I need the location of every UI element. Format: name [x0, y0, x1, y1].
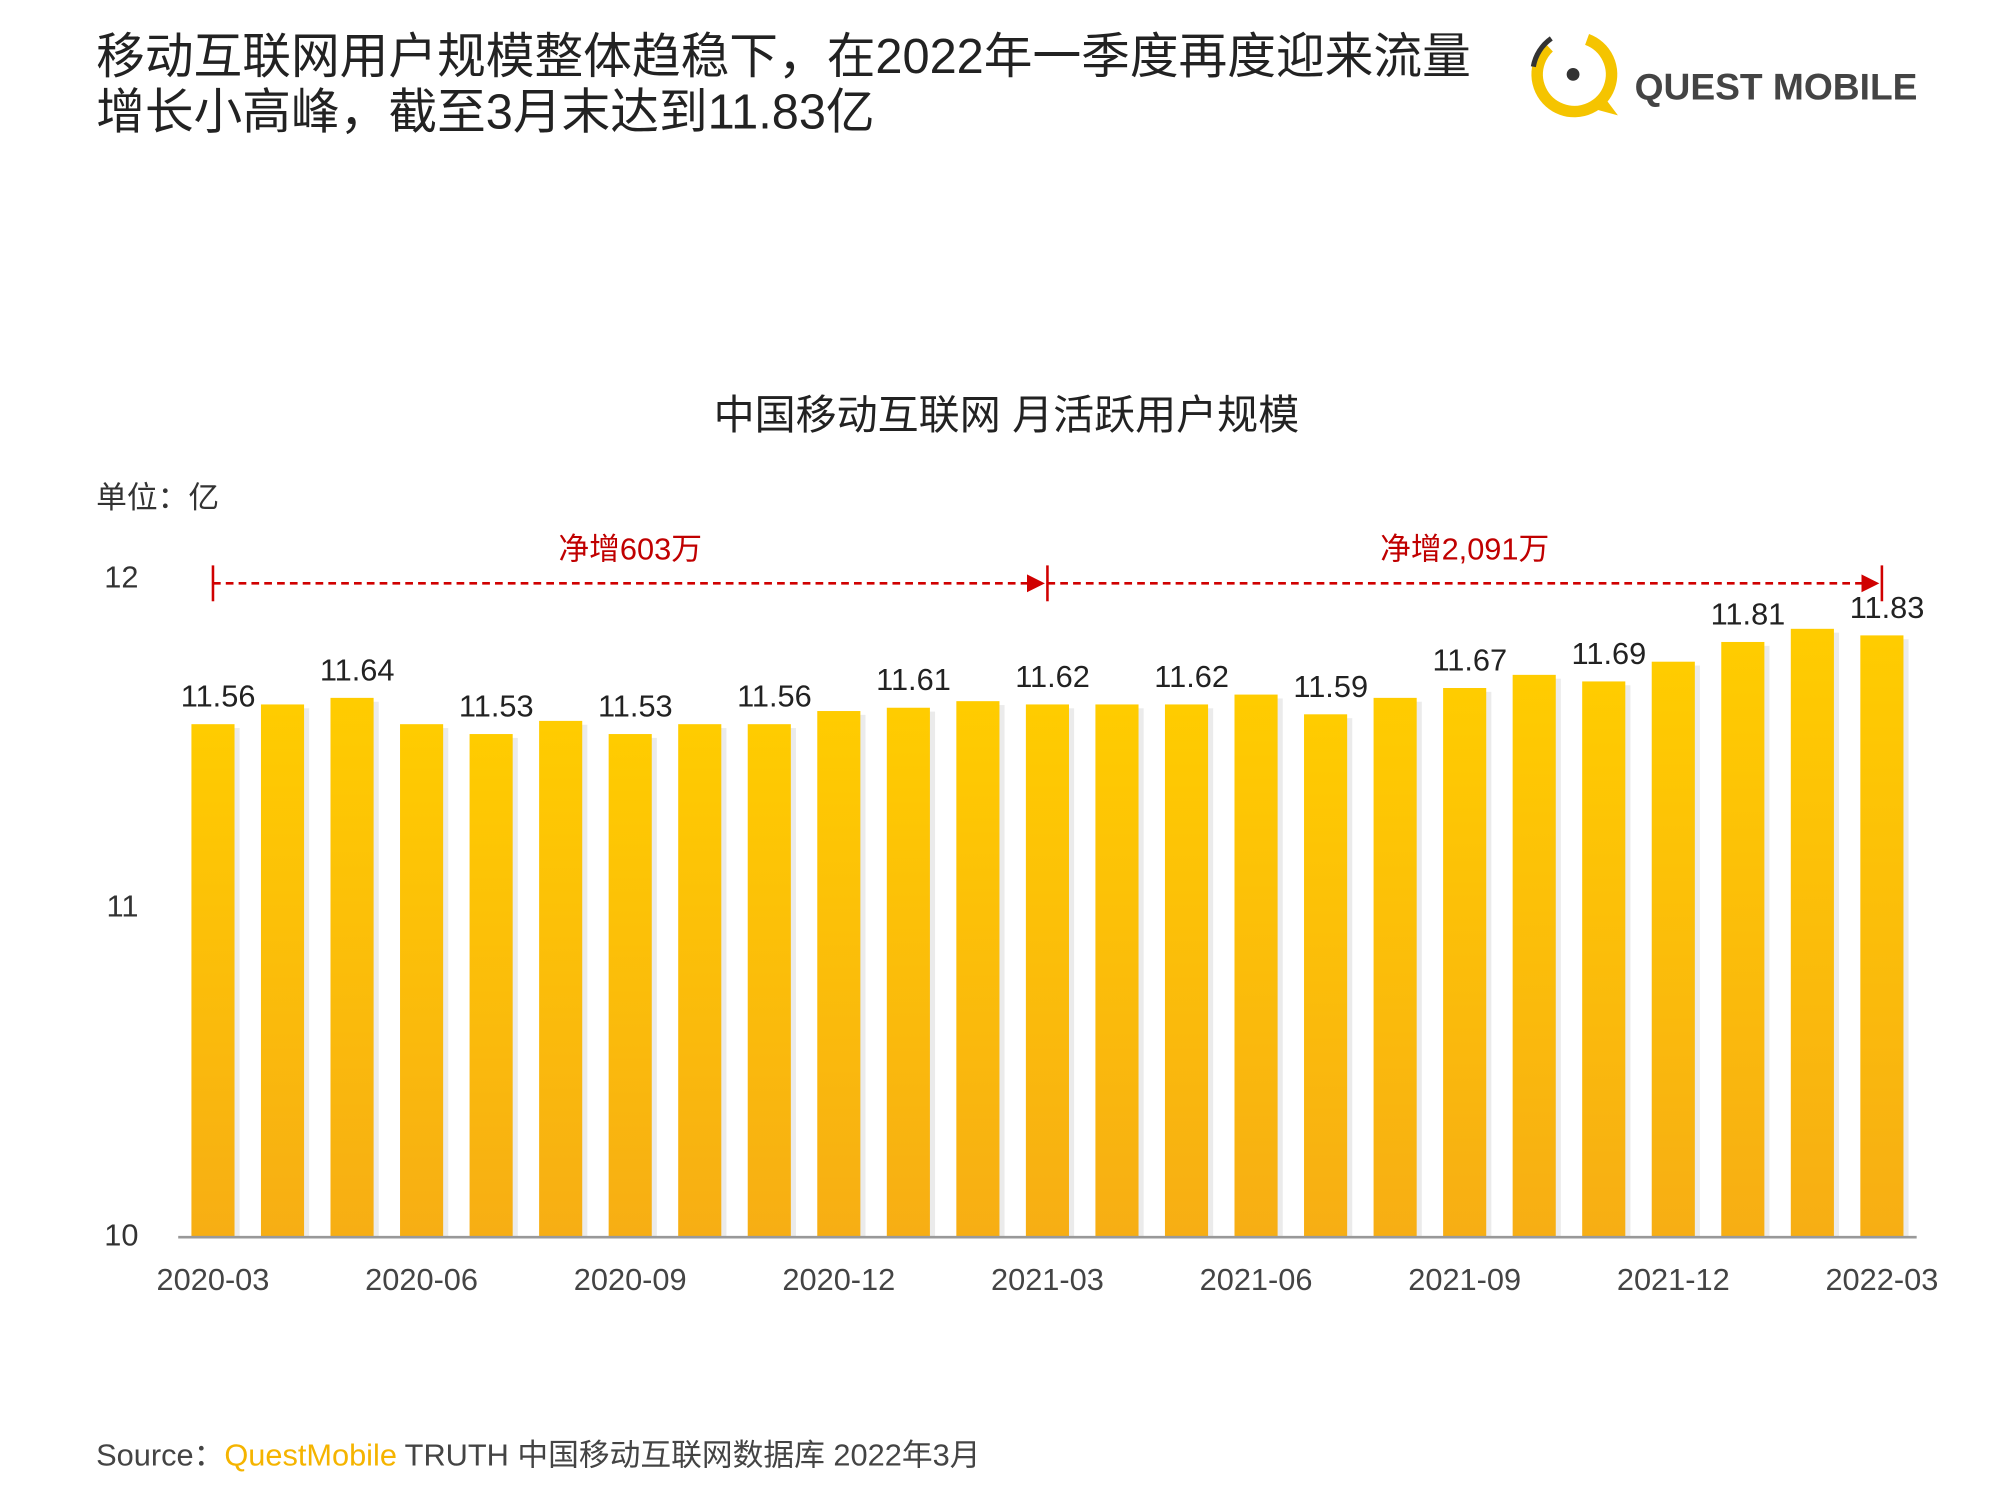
- x-tick-label: 2022-03: [1825, 1262, 1938, 1297]
- y-tick-label: 10: [104, 1217, 138, 1252]
- source-rest: TRUTH 中国移动互联网数据库 2022年3月: [405, 1438, 981, 1473]
- bar: [1373, 697, 1417, 1238]
- y-tick-label: 12: [104, 560, 138, 595]
- x-tick-label: 2020-06: [365, 1262, 478, 1297]
- bar: [330, 697, 374, 1238]
- bar: [1651, 661, 1695, 1238]
- title-line: 移动互联网用户规模整体趋稳下，在2022年一季度再度迎来流量: [96, 30, 1471, 84]
- bar: [1443, 688, 1487, 1238]
- unit-label: 单位：亿: [96, 480, 219, 515]
- value-label: 11.53: [598, 689, 673, 724]
- bar: [747, 724, 791, 1238]
- x-tick-label: 2020-09: [574, 1262, 687, 1297]
- value-label: 11.53: [459, 689, 534, 724]
- value-label: 11.69: [1572, 636, 1647, 671]
- value-label: 11.83: [1850, 590, 1925, 625]
- value-label: 11.64: [320, 652, 395, 687]
- x-tick-label: 2021-12: [1617, 1262, 1730, 1297]
- bar: [1512, 674, 1556, 1238]
- chart-title: 中国移动互联网 月活跃用户规模: [714, 392, 1300, 438]
- value-label: 11.62: [1015, 659, 1090, 694]
- bar: [1304, 714, 1348, 1238]
- bar: [260, 704, 305, 1238]
- bar: [817, 711, 861, 1238]
- bar: [539, 720, 583, 1238]
- annotation: 净增603万: [558, 531, 702, 566]
- y-tick-label: 11: [107, 888, 139, 923]
- value-label: 11.56: [181, 679, 256, 714]
- value-label: 11.62: [1154, 659, 1229, 694]
- value-label: 11.81: [1711, 596, 1786, 631]
- bar: [1790, 628, 1834, 1238]
- annotation: 净增2,091万: [1380, 531, 1549, 566]
- bar: [1164, 704, 1209, 1238]
- value-label: 11.56: [737, 679, 812, 714]
- bar: [608, 734, 652, 1238]
- bar: [469, 734, 513, 1238]
- source-prefix: Source：: [96, 1438, 224, 1473]
- logo-text: QUEST MOBILE: [1635, 66, 1918, 108]
- x-tick-label: 2020-03: [157, 1262, 270, 1297]
- bar: [1234, 694, 1278, 1238]
- x-tick-label: 2021-06: [1200, 1262, 1313, 1297]
- bar: [191, 724, 235, 1238]
- bar: [678, 724, 722, 1238]
- bar: [1095, 704, 1139, 1238]
- logo-icon: [1530, 31, 1618, 118]
- title-line: 增长小高峰，截至3月末达到11.83亿: [96, 85, 874, 139]
- source: Source：QuestMobile TRUTH 中国移动互联网数据库 2022年…: [96, 1438, 980, 1473]
- bar: [1582, 681, 1626, 1238]
- source-brand: QuestMobile: [224, 1438, 397, 1473]
- bar: [956, 701, 1000, 1238]
- value-label: 11.59: [1293, 669, 1368, 704]
- bar: [1025, 704, 1069, 1238]
- value-label: 11.67: [1432, 642, 1507, 677]
- bar: [1860, 635, 1904, 1238]
- x-tick-label: 2021-03: [991, 1262, 1104, 1297]
- bar: [1721, 641, 1765, 1238]
- x-tick-label: 2020-12: [782, 1262, 895, 1297]
- bar: [400, 724, 444, 1238]
- bar: [886, 707, 930, 1238]
- value-label: 11.61: [876, 662, 951, 697]
- x-tick-label: 2021-09: [1408, 1262, 1521, 1297]
